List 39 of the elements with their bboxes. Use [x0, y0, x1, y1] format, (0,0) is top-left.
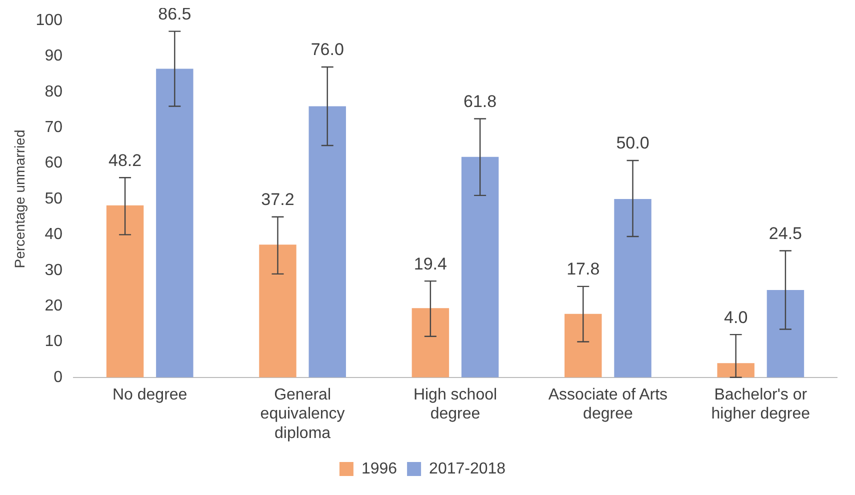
x-tick-label: High school degree: [413, 386, 498, 423]
x-tick-label: No degree: [112, 386, 188, 404]
x-tick-label: General equivalency diploma: [260, 386, 345, 442]
bar: [766, 290, 804, 378]
data-label: 86.5: [158, 4, 192, 24]
data-label: 76.0: [310, 40, 344, 60]
data-label: 48.2: [108, 150, 142, 170]
legend-label: 2017-2018: [429, 460, 506, 478]
bar: [564, 314, 602, 378]
y-axis-title: Percentage unmarried: [11, 130, 28, 268]
data-label: 24.5: [768, 224, 802, 243]
y-tick-label: 60: [44, 154, 63, 172]
bar: [461, 156, 499, 378]
y-tick-label: 10: [44, 333, 63, 350]
y-tick-label: 100: [36, 12, 63, 30]
y-tick-label: 40: [44, 226, 63, 244]
y-tick-label: 30: [44, 262, 63, 279]
data-label: 19.4: [414, 254, 447, 274]
data-label: 37.2: [261, 190, 294, 210]
bar: [156, 68, 194, 378]
y-tick-label: 0: [54, 368, 63, 386]
bar: [614, 199, 652, 378]
y-tick-label: 80: [44, 83, 63, 100]
y-tick-label: 70: [44, 119, 63, 136]
data-label: 50.0: [616, 134, 650, 153]
y-tick-label: 50: [44, 190, 63, 208]
y-tick-label: 90: [44, 48, 63, 65]
data-label: 61.8: [464, 92, 497, 111]
bar: [259, 244, 296, 378]
bar: [106, 205, 144, 378]
x-tick-label: Associate of Arts degree: [548, 386, 668, 423]
x-tick-label: Bachelor's or higher degree: [711, 386, 810, 423]
bar: [308, 106, 346, 378]
data-label: 4.0: [724, 308, 748, 327]
bar: [717, 363, 754, 378]
y-tick-label: 20: [44, 297, 63, 314]
legend-label: 1996: [361, 460, 398, 478]
data-label: 17.8: [566, 260, 600, 279]
bar: [412, 308, 450, 378]
